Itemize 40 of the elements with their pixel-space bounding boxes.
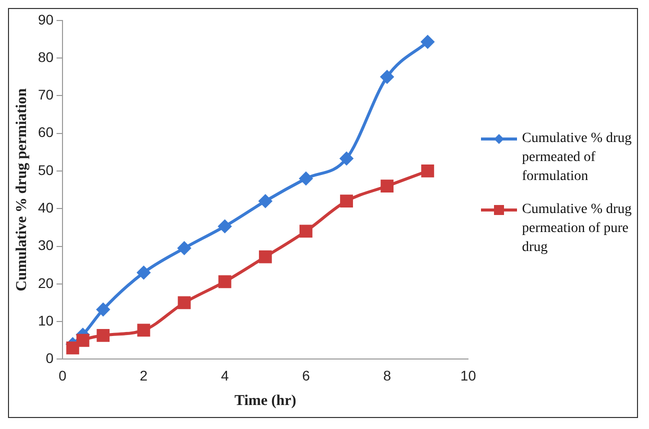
- legend-label: Cumulative % drug permeated of formulation: [522, 130, 633, 186]
- x-tick-label: 8: [383, 367, 392, 384]
- point: [178, 296, 191, 310]
- y-tick-label: 40: [38, 199, 54, 216]
- y-tick-label: 90: [38, 11, 54, 28]
- y-tick-label: 10: [38, 312, 54, 328]
- point: [380, 70, 394, 84]
- point: [218, 275, 232, 288]
- legend-label: Cumulative % drug permeation of pure drug: [522, 201, 633, 257]
- point: [178, 242, 191, 255]
- y-tick-label: 50: [38, 162, 54, 178]
- point: [218, 220, 232, 233]
- x-tick-label: 10: [460, 367, 476, 384]
- point: [258, 250, 272, 264]
- point: [137, 266, 150, 280]
- point: [76, 334, 90, 347]
- x-tick-label: 0: [58, 367, 67, 384]
- x-tick-label: 6: [302, 367, 310, 384]
- x-tick-label: 2: [140, 367, 148, 384]
- x-tick-label: 4: [220, 367, 229, 384]
- point: [300, 224, 312, 238]
- point: [421, 164, 434, 178]
- y-tick-label: 80: [38, 48, 54, 65]
- point: [137, 324, 150, 337]
- point: [66, 341, 80, 354]
- x-axis-title: Time (hr): [234, 392, 296, 409]
- y-tick-label: 0: [46, 350, 54, 366]
- y-axis-title: Cumulative % drug permiation: [14, 88, 30, 292]
- y-tick-label: 60: [38, 124, 54, 140]
- y-tick-label: 70: [38, 86, 54, 103]
- point: [421, 35, 434, 48]
- point: [340, 152, 354, 166]
- y-tick-label: 30: [38, 237, 54, 254]
- point: [96, 303, 110, 316]
- point: [258, 194, 272, 208]
- y-tick-label: 20: [38, 274, 54, 291]
- point: [299, 172, 312, 186]
- point: [96, 329, 110, 342]
- point: [380, 180, 394, 192]
- point: [340, 194, 353, 208]
